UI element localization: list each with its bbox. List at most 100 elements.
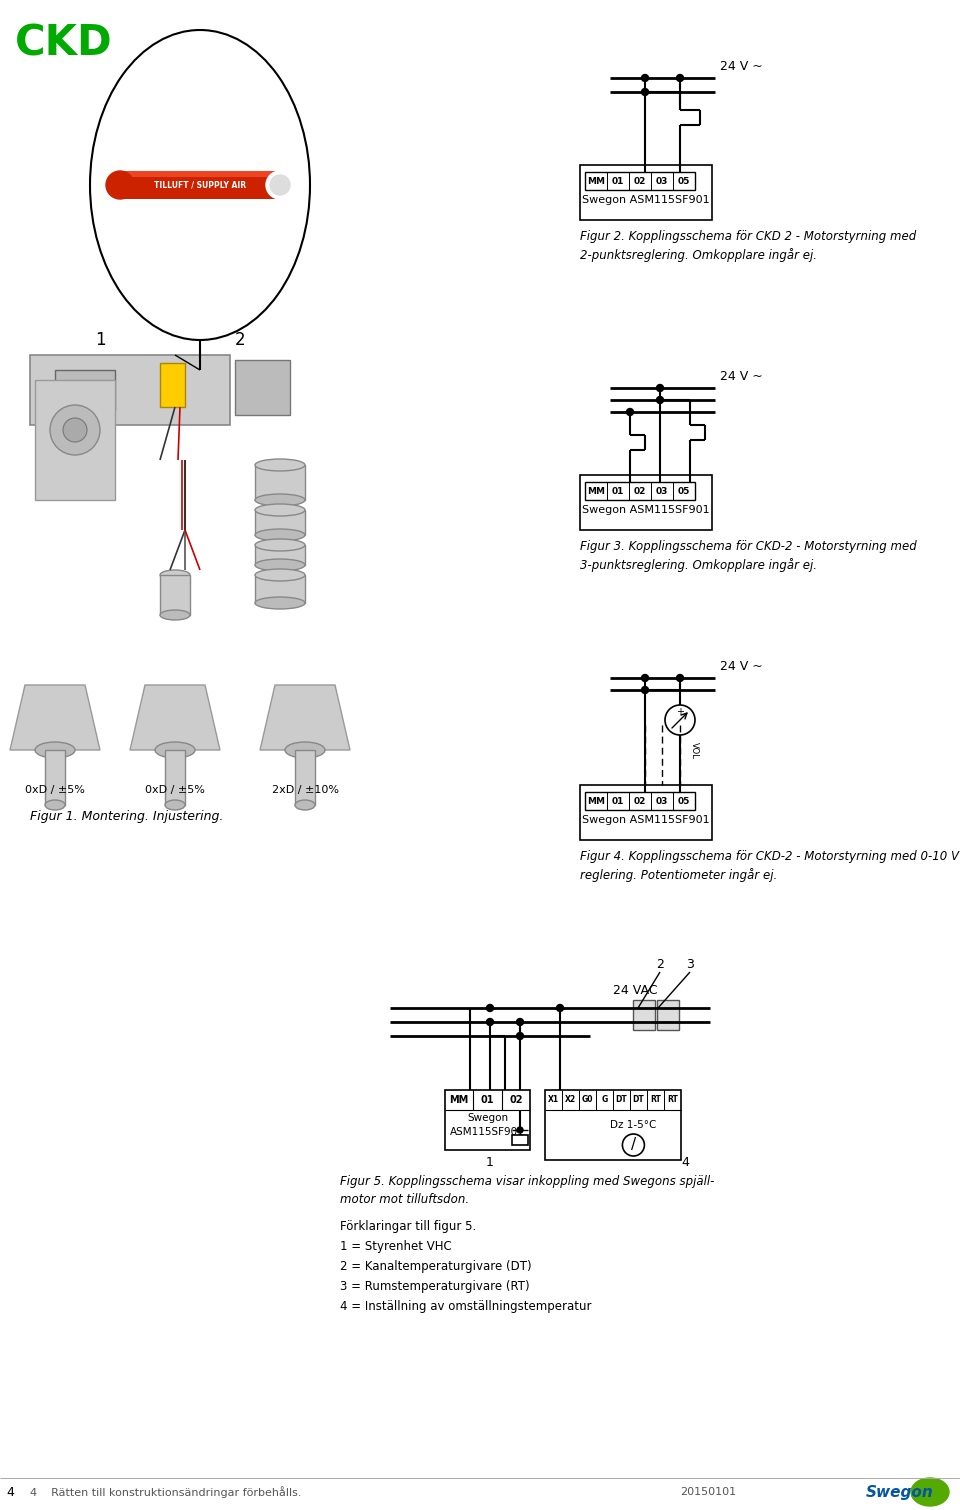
Bar (160, 575, 190, 615)
Text: Dz 1-5°C: Dz 1-5°C (611, 1120, 657, 1129)
Text: Swegon: Swegon (866, 1484, 934, 1499)
Text: 05: 05 (678, 486, 690, 495)
Text: 02: 02 (634, 177, 646, 186)
Text: 01: 01 (612, 486, 624, 495)
Bar (580, 476, 712, 530)
Bar (120, 171, 280, 177)
Text: 01: 01 (481, 1095, 494, 1105)
Circle shape (657, 385, 663, 391)
Text: 01: 01 (612, 177, 624, 186)
Text: 2: 2 (656, 959, 664, 971)
Text: VOL: VOL (690, 741, 699, 758)
Ellipse shape (255, 596, 305, 609)
Circle shape (641, 675, 649, 681)
Text: Figur 2. Kopplingsschema för CKD 2 - Motorstyrning med
2-punktsreglering. Omkopp: Figur 2. Kopplingsschema för CKD 2 - Mot… (580, 230, 916, 263)
Bar (165, 750, 185, 805)
Ellipse shape (255, 459, 305, 471)
Circle shape (270, 175, 290, 195)
Circle shape (641, 74, 649, 82)
Bar (512, 1136, 528, 1145)
Text: DT: DT (615, 1095, 628, 1104)
Bar (585, 482, 695, 500)
Bar (55, 370, 115, 411)
Text: 3: 3 (686, 959, 694, 971)
Circle shape (557, 1004, 564, 1012)
Text: Figur 4. Kopplingsschema för CKD-2 - Motorstyrning med 0-10 V
reglering. Potenti: Figur 4. Kopplingsschema för CKD-2 - Mot… (580, 850, 959, 882)
Text: DT: DT (633, 1095, 644, 1104)
Circle shape (677, 675, 684, 681)
Text: 2: 2 (234, 331, 246, 349)
Text: 03: 03 (656, 796, 668, 805)
Polygon shape (260, 686, 350, 750)
Bar (585, 793, 695, 809)
Text: /: / (631, 1137, 636, 1152)
Circle shape (641, 687, 649, 693)
Ellipse shape (155, 741, 195, 758)
Ellipse shape (255, 569, 305, 581)
Circle shape (517, 1126, 523, 1132)
Text: MM: MM (449, 1095, 468, 1105)
Text: G: G (601, 1095, 608, 1104)
Text: Swegon
ASM115SF901: Swegon ASM115SF901 (450, 1113, 525, 1137)
Text: 24 V ~: 24 V ~ (720, 660, 763, 673)
Text: 1: 1 (486, 1155, 494, 1169)
Text: X2: X2 (564, 1095, 576, 1104)
Bar (255, 510, 305, 535)
Text: X1: X1 (548, 1095, 559, 1104)
Ellipse shape (165, 800, 185, 809)
Bar (255, 575, 305, 602)
Circle shape (516, 1019, 523, 1025)
Ellipse shape (285, 741, 325, 758)
Text: 01: 01 (612, 796, 624, 805)
Text: 0xD / ±5%: 0xD / ±5% (25, 785, 84, 794)
Text: CKD: CKD (15, 23, 112, 63)
Ellipse shape (160, 569, 190, 580)
Circle shape (657, 397, 663, 403)
Ellipse shape (45, 800, 65, 809)
Ellipse shape (295, 800, 315, 809)
Text: 4: 4 (681, 1155, 689, 1169)
Text: +: + (676, 707, 684, 717)
Text: 02: 02 (634, 796, 646, 805)
Bar (160, 362, 185, 408)
Text: Swegon ASM115SF901: Swegon ASM115SF901 (582, 815, 709, 824)
Text: 24 V ~: 24 V ~ (720, 370, 763, 384)
Text: RT: RT (650, 1095, 660, 1104)
Text: 0xD / ±5%: 0xD / ±5% (145, 785, 204, 794)
Bar (120, 171, 280, 199)
Ellipse shape (35, 741, 75, 758)
Bar (545, 1090, 681, 1160)
Ellipse shape (255, 539, 305, 551)
Bar (585, 172, 695, 190)
Text: 03: 03 (656, 486, 668, 495)
Text: 24 V ~: 24 V ~ (720, 60, 763, 72)
Circle shape (487, 1004, 493, 1012)
Circle shape (677, 74, 684, 82)
Bar (445, 1090, 530, 1151)
Ellipse shape (255, 559, 305, 571)
Bar (580, 785, 712, 840)
Bar (657, 1000, 679, 1030)
Ellipse shape (255, 504, 305, 516)
Text: Figur 1. Montering. Injustering.: Figur 1. Montering. Injustering. (30, 809, 224, 823)
Text: MM: MM (587, 486, 605, 495)
Circle shape (627, 409, 634, 415)
Text: 1: 1 (95, 331, 106, 349)
Circle shape (266, 171, 294, 199)
Bar (30, 355, 230, 424)
Circle shape (641, 89, 649, 95)
Bar (580, 165, 712, 220)
Text: 2xD / ±10%: 2xD / ±10% (272, 785, 339, 794)
Ellipse shape (255, 528, 305, 541)
Bar (45, 750, 65, 805)
Text: 05: 05 (678, 177, 690, 186)
Circle shape (50, 405, 100, 455)
Ellipse shape (255, 494, 305, 506)
Text: Swegon ASM115SF901: Swegon ASM115SF901 (582, 195, 709, 205)
Bar (295, 750, 315, 805)
Text: 02: 02 (634, 486, 646, 495)
Text: 4    Rätten till konstruktionsändringar förbehålls.: 4 Rätten till konstruktionsändringar för… (30, 1486, 301, 1498)
Bar (235, 359, 290, 415)
Ellipse shape (911, 1478, 949, 1505)
Polygon shape (130, 686, 220, 750)
